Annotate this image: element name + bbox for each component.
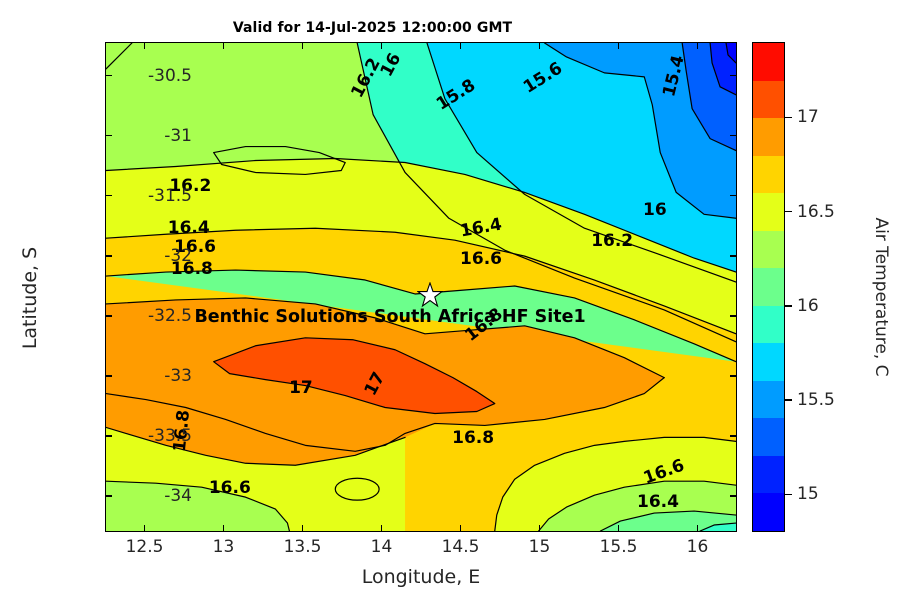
- colorbar-tick-mark: [785, 116, 792, 119]
- x-tick-mark: [696, 525, 699, 532]
- y-tick-mark-right: [730, 74, 737, 77]
- colorbar-tick-mark: [785, 305, 792, 307]
- contour-label: 16.4: [167, 218, 210, 239]
- y-tick-mark: [105, 375, 112, 377]
- contour-label: 16: [642, 200, 667, 221]
- contour-field: [106, 43, 736, 531]
- x-tick-label: 13: [212, 537, 235, 557]
- x-tick-mark-top: [143, 42, 146, 49]
- colorbar-band: [753, 43, 784, 81]
- colorbar-tick-label: 16.5: [797, 201, 835, 222]
- x-tick-mark: [617, 525, 620, 532]
- x-tick-mark: [301, 525, 304, 532]
- y-tick-label: -33: [164, 365, 192, 386]
- x-tick-label: 15.5: [599, 537, 638, 557]
- colorbar-band: [753, 305, 784, 344]
- x-tick-label: 14: [370, 537, 393, 557]
- colorbar-title: Air Temperature, C: [871, 217, 891, 377]
- y-tick-label: -33.5: [148, 425, 192, 446]
- y-tick-label: -34: [164, 485, 192, 506]
- x-tick-mark: [380, 525, 383, 532]
- contour-label: 16.8: [452, 428, 495, 449]
- y-tick-mark: [105, 435, 112, 437]
- x-tick-mark-top: [222, 42, 225, 49]
- y-tick-mark: [105, 74, 112, 77]
- colorbar-tick-label: 16: [797, 295, 819, 316]
- y-tick-mark-right: [730, 255, 737, 257]
- contour-label: 16.6: [208, 477, 251, 498]
- x-tick-mark: [538, 525, 541, 532]
- x-axis-title: Longitude, E: [361, 566, 481, 588]
- y-tick-label: -31: [164, 125, 192, 146]
- figure-title: Valid for 14-Jul-2025 12:00:00 GMT: [232, 20, 513, 36]
- x-tick-mark-top: [459, 42, 462, 49]
- colorbar-band: [753, 455, 784, 494]
- y-axis-title: Latitude, S: [19, 246, 41, 350]
- contour-label: 16.2: [169, 176, 212, 197]
- y-tick-mark: [105, 255, 112, 257]
- y-tick-label: -31.5: [148, 185, 192, 206]
- x-tick-mark-top: [696, 42, 699, 49]
- x-tick-mark: [143, 525, 146, 532]
- y-tick-label: -32: [164, 245, 192, 266]
- contour-label: 16.2: [591, 231, 634, 252]
- x-tick-label: 14.5: [441, 537, 480, 557]
- contour-label: 17: [289, 377, 313, 398]
- y-tick-label: -30.5: [148, 65, 192, 86]
- colorbar-band: [753, 493, 784, 531]
- colorbar-tick-label: 15.5: [797, 390, 835, 411]
- colorbar-band: [753, 193, 784, 231]
- y-tick-mark-right: [730, 495, 737, 497]
- colorbar-tick-mark: [785, 210, 792, 213]
- x-tick-label: 13.5: [283, 537, 322, 557]
- y-tick-mark: [105, 495, 112, 497]
- contour-label: 16.4: [637, 491, 679, 512]
- y-tick-label: -32.5: [148, 305, 192, 326]
- x-tick-mark-top: [617, 42, 620, 49]
- y-tick-mark-right: [730, 194, 737, 197]
- colorbar-band: [753, 343, 784, 381]
- y-tick-mark: [105, 194, 112, 197]
- contour-label: 16.6: [460, 249, 503, 270]
- y-tick-mark-right: [730, 134, 737, 137]
- colorbar-band: [753, 230, 784, 269]
- y-tick-mark-right: [730, 315, 737, 317]
- colorbar-band: [753, 418, 784, 456]
- colorbar: [752, 42, 785, 532]
- colorbar-tick-label: 17: [797, 107, 819, 128]
- site-label: Benthic Solutions South Africa HF Site1: [194, 307, 586, 328]
- colorbar-band: [753, 155, 784, 194]
- colorbar-tick-mark: [785, 493, 792, 496]
- colorbar-band: [753, 268, 784, 306]
- contour-label: 16.6: [174, 237, 217, 258]
- x-tick-label: 15: [528, 537, 551, 557]
- colorbar-band: [753, 80, 784, 119]
- colorbar-tick-label: 15: [797, 484, 819, 505]
- y-tick-mark-right: [730, 435, 737, 437]
- colorbar-band: [753, 118, 784, 156]
- x-tick-mark: [459, 525, 462, 532]
- y-tick-mark: [105, 134, 112, 137]
- x-tick-mark-top: [538, 42, 541, 49]
- x-tick-mark: [222, 525, 225, 532]
- y-tick-mark-right: [730, 375, 737, 377]
- x-tick-mark-top: [301, 42, 304, 49]
- colorbar-tick-mark: [785, 399, 792, 401]
- contour-plot-area: [105, 42, 737, 532]
- contour-label: 16.8: [170, 258, 213, 279]
- x-tick-mark-top: [380, 42, 383, 49]
- x-tick-label: 16: [686, 537, 709, 557]
- colorbar-band: [753, 380, 784, 419]
- y-tick-mark: [105, 315, 112, 317]
- x-tick-label: 12.5: [125, 537, 164, 557]
- site-star-marker: [416, 281, 445, 312]
